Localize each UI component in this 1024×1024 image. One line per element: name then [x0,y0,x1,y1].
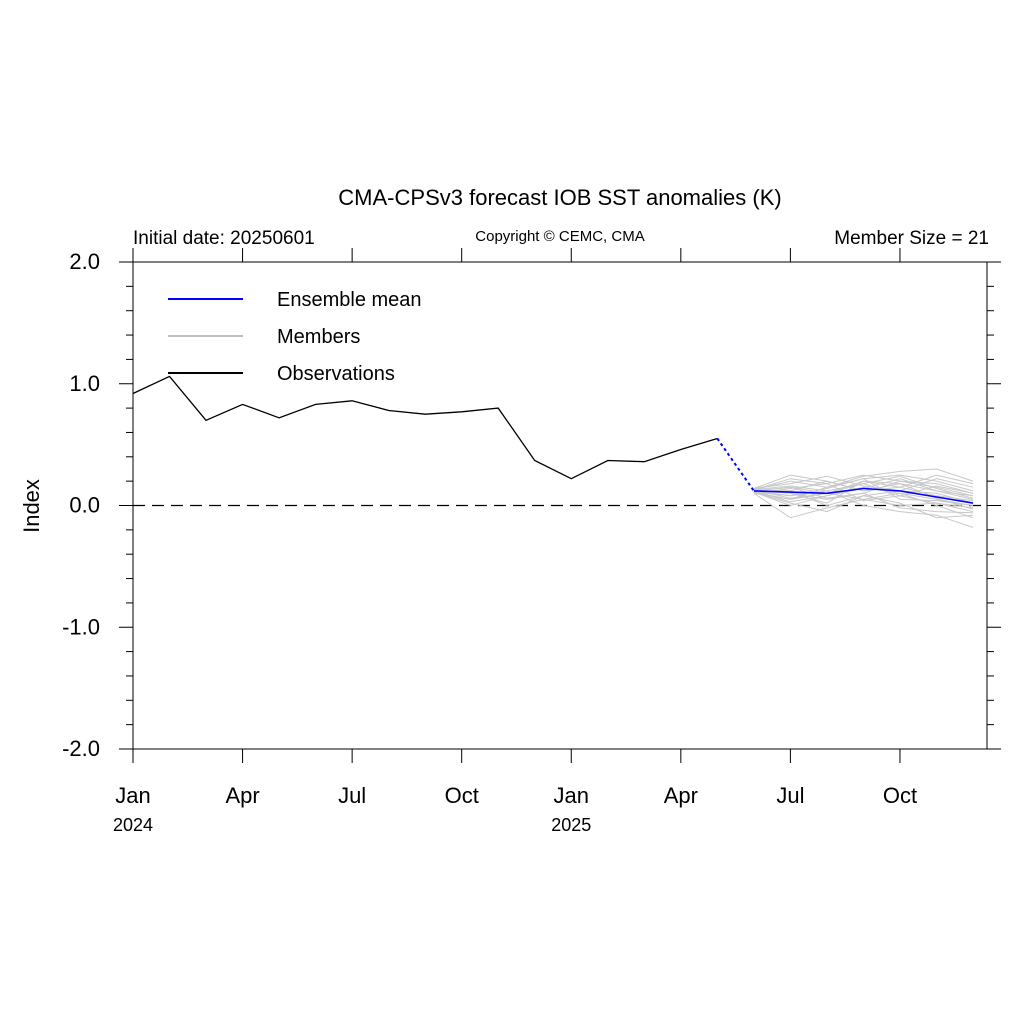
y-tick-label: -2.0 [62,736,100,761]
member-line [753,483,974,502]
x-tick-label: Jul [338,783,366,808]
member-size-label: Member Size = 21 [834,228,989,249]
x-tick-label: Jan [554,783,589,808]
initial-date-label: Initial date: 20250601 [133,228,315,249]
y-tick-label: 0.0 [69,493,100,518]
legend-label: Observations [277,363,395,385]
chart-title: CMA-CPSv3 forecast IOB SST anomalies (K) [338,185,781,210]
copyright-label: Copyright © CEMC, CMA [475,228,644,245]
member-line [753,486,974,519]
x-tick-label: Jul [776,783,804,808]
ensemble-mean-line [753,487,974,504]
plot-area: -2.0 -1.0 0.0 1.0 2.0 Jan 2024 Apr Jul Oct Jan 2025… [62,248,1001,835]
x-tick-label: Apr [225,783,259,808]
x-tick-label: Oct [883,783,917,808]
legend-label: Ensemble mean [277,289,422,311]
member-line [753,486,974,509]
observations-line [132,375,718,480]
y-tick-label: -1.0 [62,614,100,639]
y-axis-label: Index [19,479,44,533]
member-line [753,475,974,492]
x-tick-year-label: 2025 [551,815,591,835]
x-tick-label: Jan [115,783,150,808]
x-tick-year-label: 2024 [113,815,153,835]
x-tick-label: Oct [445,783,479,808]
member-line [753,478,974,506]
plot-frame [132,261,988,750]
member-line [753,468,974,500]
legend: Ensemble mean Members Observations [168,289,422,385]
member-line [753,475,974,499]
x-tick-label: Apr [664,783,698,808]
member-line [753,474,974,492]
member-line [753,480,974,510]
forecast-connector-line [716,437,755,492]
y-tick-label: 1.0 [69,371,100,396]
member-line [753,490,974,514]
y-tick-label: 2.0 [69,249,100,274]
member-line [753,474,974,494]
member-line [753,490,974,507]
legend-label: Members [277,326,360,348]
